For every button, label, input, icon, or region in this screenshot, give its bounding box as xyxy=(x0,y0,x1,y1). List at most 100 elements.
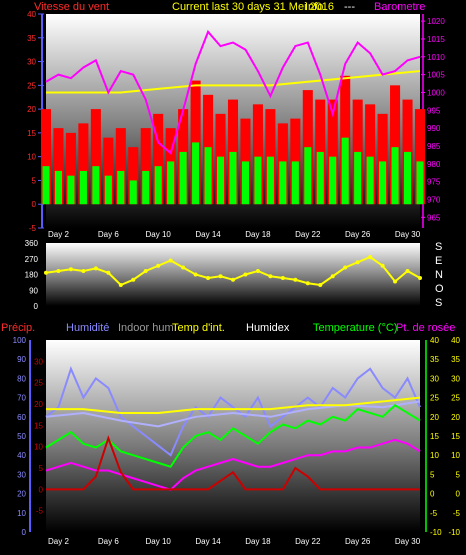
wind-bar xyxy=(204,147,212,205)
gust-bar xyxy=(103,137,114,205)
wind-bar xyxy=(192,142,200,205)
temperature-y-tick: 20 xyxy=(430,413,439,422)
direction-letter-south-bottom: S xyxy=(435,297,443,309)
direction-point xyxy=(106,270,111,275)
humidity-y-tick: 20 xyxy=(17,490,26,499)
gust-bar xyxy=(53,128,64,205)
wind-bar xyxy=(329,156,337,205)
gust-bar xyxy=(40,109,52,205)
gust-bar xyxy=(327,99,338,205)
direction-y-tick: 360 xyxy=(25,239,39,248)
temperature-y-tick-right: 10 xyxy=(451,451,460,460)
series-line-temp-d-int- xyxy=(46,396,421,414)
x-tick-label-top: Day 30 xyxy=(395,230,421,239)
temperature-y-tick-right: 35 xyxy=(451,355,460,364)
direction-point xyxy=(380,263,385,268)
baro-y-tick: 965 xyxy=(427,213,441,222)
baro-y-tick: 970 xyxy=(427,195,441,204)
series-line-pr-cip- xyxy=(46,435,420,491)
title-separator: --- xyxy=(344,1,355,13)
temperature-y-tick: 35 xyxy=(430,355,439,364)
wind-y-tick: -5 xyxy=(29,224,37,233)
direction-point xyxy=(330,274,335,279)
wind-y-tick: 15 xyxy=(27,129,36,138)
wind-bar xyxy=(229,151,237,205)
series-line-humidit- xyxy=(45,365,421,457)
precip-y-tick: 25 xyxy=(34,379,43,388)
direction-point xyxy=(280,276,285,280)
wind-bar xyxy=(416,161,424,205)
temperature-y-tick-right: 0 xyxy=(456,490,461,499)
direction-letter-north: N xyxy=(435,269,443,281)
direction-point xyxy=(418,276,422,280)
temperature-y-tick: 15 xyxy=(430,432,439,441)
baro-y-tick: 990 xyxy=(427,124,441,133)
baro-y-tick: 985 xyxy=(427,142,441,151)
baro-y-tick: 1015 xyxy=(427,35,445,44)
wind-bar xyxy=(304,147,312,205)
wind-bar xyxy=(279,161,287,205)
legend-humidity: Humidité xyxy=(66,322,110,334)
temperature-y-tick: 25 xyxy=(430,394,439,403)
direction-y-tick: 0 xyxy=(34,302,39,311)
temperature-y-tick: -10 xyxy=(430,528,442,537)
temperature-y-tick-right: -5 xyxy=(453,509,461,518)
x-tick-label-bottom: Day 6 xyxy=(98,537,119,546)
direction-y-tick: 180 xyxy=(25,271,39,280)
chart-title-text: Current last 30 days 31 Mei 2016 xyxy=(172,1,335,13)
direction-point xyxy=(268,274,273,279)
precip-y-tick: 15 xyxy=(34,421,43,430)
precip-y-tick: 10 xyxy=(34,443,43,452)
x-tick-label-bottom: Day 26 xyxy=(345,537,371,546)
direction-point xyxy=(93,266,98,271)
wind-y-tick: 5 xyxy=(32,176,37,185)
title-info-overlap: Info xyxy=(305,1,324,13)
temperature-y-tick-right: 15 xyxy=(451,432,460,441)
wind-bar xyxy=(154,166,162,205)
humidity-y-tick: 90 xyxy=(17,355,26,364)
legend-precip: Précip. xyxy=(1,322,36,334)
wind-y-tick: 30 xyxy=(27,58,36,67)
temperature-y-tick-right: 5 xyxy=(456,470,461,479)
wind-bar xyxy=(254,156,262,205)
wind-bar xyxy=(379,161,387,205)
gust-bar xyxy=(153,113,164,205)
wind-y-tick: 10 xyxy=(27,153,36,162)
baro-y-tick: 1020 xyxy=(427,17,445,26)
wind-bar xyxy=(167,161,175,205)
wind-bar xyxy=(217,156,225,205)
direction-point xyxy=(68,267,73,272)
humidity-y-tick: 80 xyxy=(17,374,26,383)
temperature-plot-area xyxy=(46,340,420,532)
gust-bar xyxy=(78,123,89,205)
x-tick-label-top: Day 14 xyxy=(195,230,221,239)
legend-dewpoint: Pt. de rosée xyxy=(396,322,456,334)
humidity-y-tick: 50 xyxy=(17,432,26,441)
wind-bar xyxy=(291,161,299,205)
legend-temp-int: Temp d'int. xyxy=(172,322,225,334)
wind-bar xyxy=(266,156,274,205)
wind-bar xyxy=(54,170,62,205)
baro-y-tick: 980 xyxy=(427,160,441,169)
x-tick-label-bottom: Day 14 xyxy=(195,537,221,546)
chart-title: Current last 30 days 31 Mei 2016 xyxy=(172,1,334,13)
direction-point xyxy=(343,265,348,270)
x-tick-label-top: Day 18 xyxy=(245,230,271,239)
humidity-y-tick: 70 xyxy=(17,394,26,403)
temperature-y-tick: 30 xyxy=(430,374,439,383)
wind-bar xyxy=(42,166,50,205)
precip-y-tick: 30 xyxy=(34,357,43,366)
direction-plot-area xyxy=(46,243,420,306)
humidity-y-tick: 10 xyxy=(17,509,26,518)
gust-bar xyxy=(365,104,376,205)
direction-point xyxy=(393,279,398,284)
humidity-y-tick: 40 xyxy=(17,451,26,460)
wind-bar xyxy=(366,156,374,205)
direction-point xyxy=(368,255,373,259)
direction-point xyxy=(405,269,410,273)
direction-letter-east: E xyxy=(435,255,443,267)
gust-bar xyxy=(140,128,151,205)
baro-y-tick: 1000 xyxy=(427,88,445,97)
wind-bar xyxy=(142,170,150,205)
x-tick-label-top: Day 2 xyxy=(48,230,69,239)
